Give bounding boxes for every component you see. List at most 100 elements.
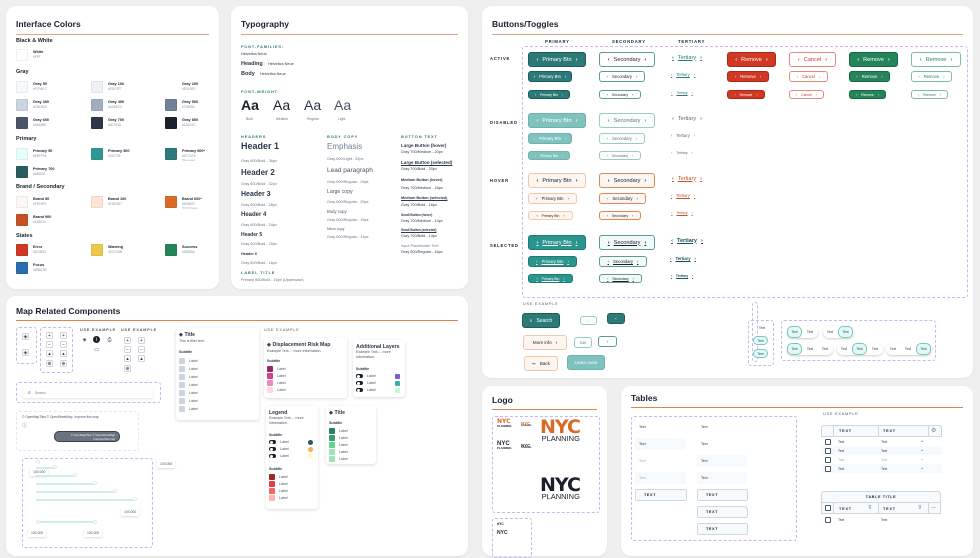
- secondary-btn-active-lg[interactable]: ‹ Secondary ›: [599, 52, 655, 67]
- toggle-pill[interactable]: Text: [889, 347, 897, 351]
- tertiary-btn-hover-lg[interactable]: ‹ Tertiary ›: [671, 175, 703, 182]
- info-icon[interactable]: ⓘ: [22, 423, 28, 429]
- layers-button[interactable]: ◈: [22, 349, 29, 356]
- toggle-pill-selected[interactable]: Text: [916, 343, 931, 355]
- secondary-btn-hover-md[interactable]: ‹ Secondary ›: [599, 193, 646, 204]
- layers-button[interactable]: ◈: [81, 336, 88, 343]
- zoom-out-button[interactable]: −: [60, 341, 67, 348]
- slider-handle[interactable]: [53, 465, 57, 469]
- table-header-cell[interactable]: TEXT: [697, 523, 748, 535]
- primary-btn-active-sm[interactable]: ‹ Primary Btn ›: [528, 90, 570, 99]
- locate-button[interactable]: ⊕: [124, 365, 131, 372]
- toggle-pill[interactable]: Text: [840, 347, 848, 351]
- compass-button[interactable]: ▴: [138, 355, 145, 362]
- secondary-btn-hover-lg[interactable]: ‹ Secondary ›: [599, 173, 655, 188]
- remove-btn-error-sm[interactable]: ‹ Remove ›: [727, 90, 765, 99]
- toggle-pill[interactable]: Text: [826, 330, 834, 334]
- layer-toggle-item[interactable]: Label: [269, 454, 289, 458]
- zoom-out-button[interactable]: −: [138, 346, 145, 353]
- cancel-btn-sm[interactable]: ‹ Cancel ›: [789, 90, 824, 99]
- tertiary-btn-hover-sm[interactable]: ‹ Tertiary ›: [671, 210, 693, 215]
- tertiary-btn-selected-sm[interactable]: ‹ Tertiary ›: [670, 273, 694, 278]
- secondary-btn-active-sm[interactable]: ‹ Secondary ›: [599, 90, 641, 99]
- zoom-in-button[interactable]: +: [46, 332, 53, 339]
- toggle-pill-selected[interactable]: Text: [838, 326, 853, 338]
- primary-btn-hover-sm[interactable]: ‹ Primary Btn ›: [528, 211, 573, 220]
- zoom-out-button[interactable]: −: [46, 341, 53, 348]
- toggle-pill-selected[interactable]: Text: [787, 343, 802, 355]
- remove-btn-success-outline-lg[interactable]: ‹ Remove ›: [911, 52, 961, 67]
- map-search-input[interactable]: ⌕ Search: [23, 387, 153, 398]
- secondary-btn-active-md[interactable]: ‹ Secondary ›: [599, 71, 645, 82]
- column-header[interactable]: TEXT: [839, 429, 852, 433]
- remove-btn-success-sm[interactable]: ‹ Remove ›: [849, 90, 886, 99]
- tertiary-btn-selected-md[interactable]: ‹ Tertiary ›: [670, 256, 696, 261]
- layers-button[interactable]: ◈: [22, 333, 29, 340]
- row-checkbox[interactable]: [825, 457, 831, 463]
- zoom-in-button[interactable]: +: [60, 332, 67, 339]
- tertiary-btn-active-lg[interactable]: ‹ Tertiary ›: [671, 54, 703, 61]
- table-header-cell[interactable]: TEXT: [697, 489, 748, 501]
- remove-btn-success-outline-sm[interactable]: ‹ Remove ›: [911, 90, 948, 99]
- row-checkbox[interactable]: [825, 439, 831, 445]
- edit-button[interactable]: Edit: [574, 337, 592, 348]
- row-checkbox[interactable]: [825, 466, 831, 472]
- toggle-pill-selected[interactable]: Text: [753, 336, 768, 345]
- remove-btn-error-md[interactable]: ‹ Remove ›: [727, 71, 769, 82]
- primary-btn-active-lg[interactable]: ‹ Primary Btn ›: [528, 52, 586, 67]
- toggle-pill[interactable]: Text: [904, 347, 912, 351]
- layer-toggle-item[interactable]: Label: [356, 374, 376, 378]
- filter-icon[interactable]: ⊽: [868, 505, 872, 511]
- chevron-down-icon[interactable]: ⌄: [920, 456, 925, 462]
- column-header[interactable]: TEXT: [883, 507, 896, 511]
- zoom-out-button[interactable]: −: [124, 346, 131, 353]
- toggle-pill[interactable]: Text: [871, 347, 879, 351]
- info-button[interactable]: i: [93, 336, 100, 343]
- print-button[interactable]: ⎙: [106, 336, 113, 343]
- tertiary-btn-active-md[interactable]: ‹ Tertiary ›: [670, 72, 696, 77]
- tertiary-btn-active-sm[interactable]: ‹ Tertiary ›: [671, 90, 693, 95]
- column-header[interactable]: TEXT: [839, 507, 852, 511]
- select-all-checkbox[interactable]: [825, 505, 831, 511]
- primary-btn-hover-lg[interactable]: ‹ Primary Btn ›: [528, 173, 586, 188]
- cancel-btn-lg[interactable]: ‹ Cancel ›: [789, 52, 836, 67]
- slider-handle[interactable]: [73, 473, 77, 477]
- chevron-down-icon[interactable]: ⌄: [920, 447, 925, 453]
- layer-toggle-item[interactable]: Label: [356, 381, 376, 385]
- chevron-down-icon[interactable]: ⌄: [920, 438, 925, 444]
- settings-icon[interactable]: ⚙: [931, 428, 937, 434]
- compass-button[interactable]: ▴: [124, 355, 131, 362]
- toggle-pill-selected[interactable]: Text: [753, 349, 768, 358]
- remove-btn-success-outline-md[interactable]: ‹ Remove ›: [911, 71, 952, 82]
- improve-map-link[interactable]: Improve this map: [93, 437, 115, 441]
- slider-handle[interactable]: [113, 489, 117, 493]
- row-checkbox[interactable]: [825, 448, 831, 454]
- column-header[interactable]: TEXT: [883, 429, 896, 433]
- remove-btn-error-lg[interactable]: ‹ Remove ›: [727, 52, 776, 67]
- primary-btn-selected-md[interactable]: ‹ Primary Btn ›: [528, 256, 577, 267]
- layer-toggle-item[interactable]: Label: [269, 440, 289, 444]
- table-header-cell[interactable]: TEXT: [697, 506, 748, 518]
- collapse-button[interactable]: ‹: [607, 313, 625, 324]
- primary-btn-selected-lg[interactable]: ‹ Primary Btn ›: [528, 235, 586, 250]
- chevron-down-icon[interactable]: ⌄: [920, 465, 925, 471]
- cancel-btn-md[interactable]: ‹ Cancel ›: [789, 71, 828, 82]
- zoom-in-button[interactable]: +: [138, 337, 145, 344]
- remove-btn-success-md[interactable]: ‹ Remove ›: [849, 71, 890, 82]
- locate-button[interactable]: ⊕: [60, 360, 67, 367]
- tertiary-btn-hover-md[interactable]: ‹ Tertiary ›: [670, 193, 696, 198]
- more-icon[interactable]: —: [931, 505, 936, 511]
- primary-btn-active-md[interactable]: ‹ Primary Btn ›: [528, 71, 572, 82]
- toggle-pill[interactable]: Text: [758, 326, 766, 330]
- row-checkbox[interactable]: [825, 517, 831, 523]
- slider-handle[interactable]: [93, 481, 97, 485]
- toggle-pill[interactable]: Text: [821, 347, 829, 351]
- toggle-pill[interactable]: Text: [806, 330, 814, 334]
- calendar-button[interactable]: ▭: [93, 346, 100, 353]
- remove-btn-success-lg[interactable]: ‹ Remove ›: [849, 52, 898, 67]
- ellipsis-button[interactable]: ...: [580, 316, 597, 325]
- more-info-button[interactable]: More info ›: [523, 335, 567, 350]
- tertiary-btn-selected-lg[interactable]: ‹ Tertiary ›: [671, 237, 703, 244]
- layer-toggle-item[interactable]: Label: [269, 447, 289, 451]
- improve-map-link[interactable]: Improve this map: [74, 415, 99, 419]
